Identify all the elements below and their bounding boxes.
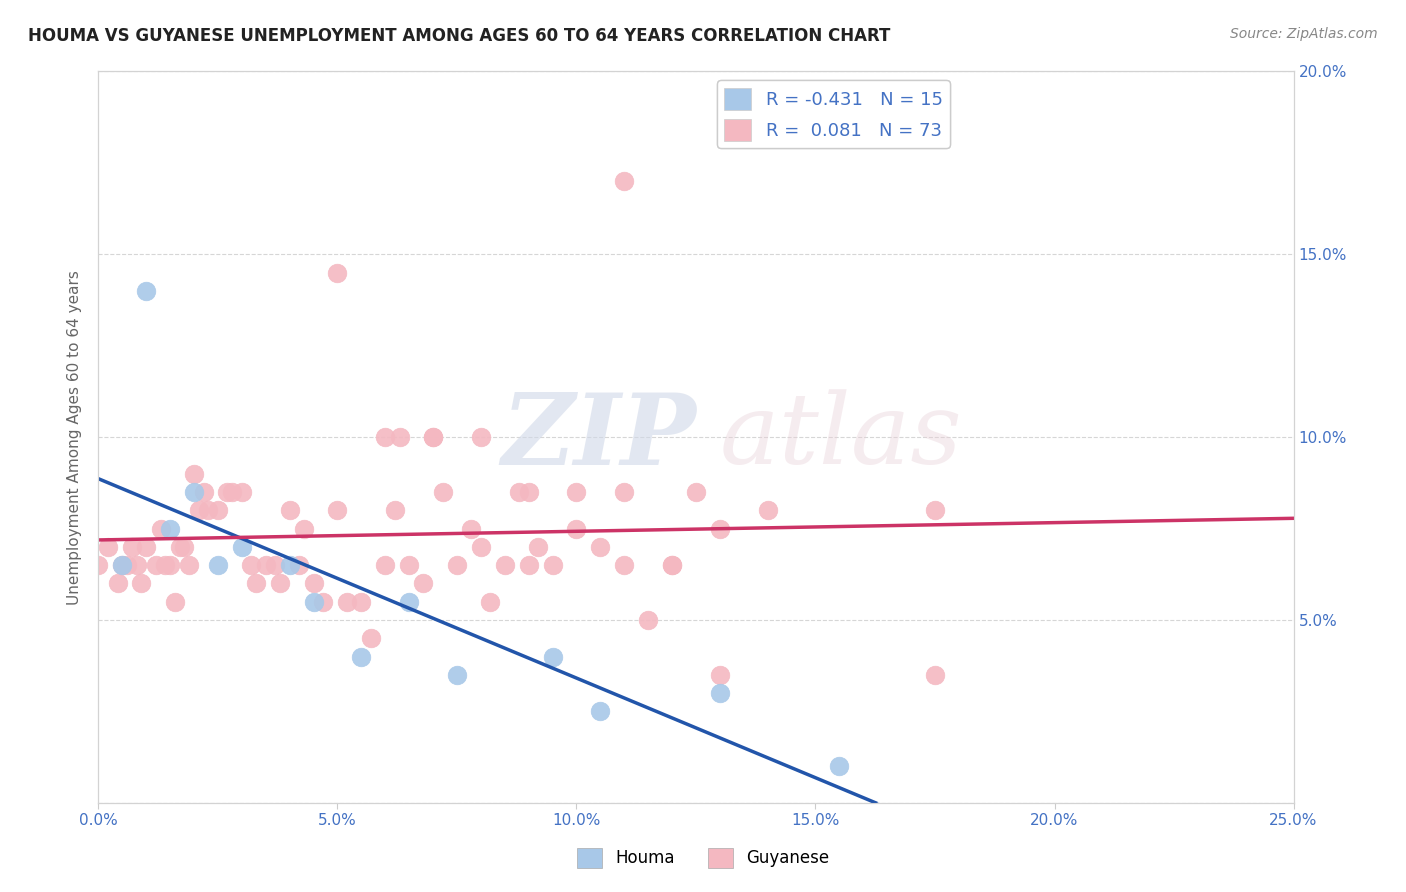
Point: [179, 558, 201, 573]
Point: [374, 430, 396, 444]
Text: HOUMA VS GUYANESE UNEMPLOYMENT AMONG AGES 60 TO 64 YEARS CORRELATION CHART: HOUMA VS GUYANESE UNEMPLOYMENT AMONG AGE…: [28, 27, 890, 45]
Point: [613, 485, 636, 500]
Point: [149, 521, 172, 535]
Point: [517, 558, 540, 573]
Point: [207, 503, 229, 517]
Point: [924, 503, 946, 517]
Point: [326, 503, 349, 517]
Point: [87, 558, 110, 573]
Point: [135, 540, 157, 554]
Point: [541, 649, 564, 664]
Point: [756, 503, 779, 517]
Point: [231, 485, 253, 500]
Point: [292, 521, 315, 535]
Point: [169, 540, 191, 554]
Point: [398, 558, 420, 573]
Point: [264, 558, 287, 573]
Point: [613, 174, 636, 188]
Point: [231, 540, 253, 554]
Text: atlas: atlas: [720, 390, 963, 484]
Point: [685, 485, 707, 500]
Point: [125, 558, 148, 573]
Point: [183, 485, 205, 500]
Point: [613, 558, 636, 573]
Legend: Houma, Guyanese: Houma, Guyanese: [569, 841, 837, 875]
Point: [111, 558, 134, 573]
Point: [111, 558, 134, 573]
Point: [312, 594, 335, 608]
Point: [302, 594, 325, 608]
Point: [661, 558, 683, 573]
Point: [115, 558, 138, 573]
Point: [446, 667, 468, 681]
Point: [541, 558, 564, 573]
Point: [494, 558, 516, 573]
Point: [97, 540, 120, 554]
Point: [183, 467, 205, 481]
Point: [589, 540, 612, 554]
Point: [517, 485, 540, 500]
Point: [207, 558, 229, 573]
Point: [446, 558, 468, 573]
Point: [350, 649, 373, 664]
Point: [302, 576, 325, 591]
Point: [197, 503, 219, 517]
Point: [173, 540, 195, 554]
Point: [470, 430, 492, 444]
Point: [924, 667, 946, 681]
Point: [374, 558, 396, 573]
Point: [288, 558, 311, 573]
Point: [460, 521, 482, 535]
Point: [107, 576, 129, 591]
Point: [384, 503, 406, 517]
Point: [278, 558, 301, 573]
Point: [350, 594, 373, 608]
Point: [159, 521, 181, 535]
Point: [121, 540, 143, 554]
Text: ZIP: ZIP: [501, 389, 696, 485]
Point: [163, 594, 186, 608]
Point: [398, 594, 420, 608]
Point: [637, 613, 659, 627]
Point: [360, 632, 382, 646]
Point: [187, 503, 209, 517]
Point: [432, 485, 454, 500]
Point: [422, 430, 444, 444]
Point: [565, 521, 588, 535]
Point: [326, 266, 349, 280]
Point: [145, 558, 167, 573]
Point: [245, 576, 267, 591]
Point: [388, 430, 411, 444]
Point: [269, 576, 291, 591]
Point: [159, 558, 181, 573]
Point: [527, 540, 550, 554]
Point: [155, 558, 177, 573]
Point: [470, 540, 492, 554]
Point: [661, 558, 683, 573]
Point: [422, 430, 444, 444]
Point: [193, 485, 215, 500]
Point: [709, 667, 731, 681]
Point: [240, 558, 263, 573]
Point: [565, 485, 588, 500]
Point: [221, 485, 243, 500]
Point: [479, 594, 502, 608]
Point: [336, 594, 359, 608]
Point: [217, 485, 239, 500]
Legend: R = -0.431   N = 15, R =  0.081   N = 73: R = -0.431 N = 15, R = 0.081 N = 73: [717, 80, 950, 148]
Y-axis label: Unemployment Among Ages 60 to 64 years: Unemployment Among Ages 60 to 64 years: [67, 269, 83, 605]
Point: [278, 503, 301, 517]
Point: [131, 576, 153, 591]
Point: [828, 759, 851, 773]
Point: [709, 521, 731, 535]
Text: Source: ZipAtlas.com: Source: ZipAtlas.com: [1230, 27, 1378, 41]
Point: [709, 686, 731, 700]
Point: [254, 558, 277, 573]
Point: [135, 284, 157, 298]
Point: [508, 485, 530, 500]
Point: [412, 576, 434, 591]
Point: [589, 705, 612, 719]
